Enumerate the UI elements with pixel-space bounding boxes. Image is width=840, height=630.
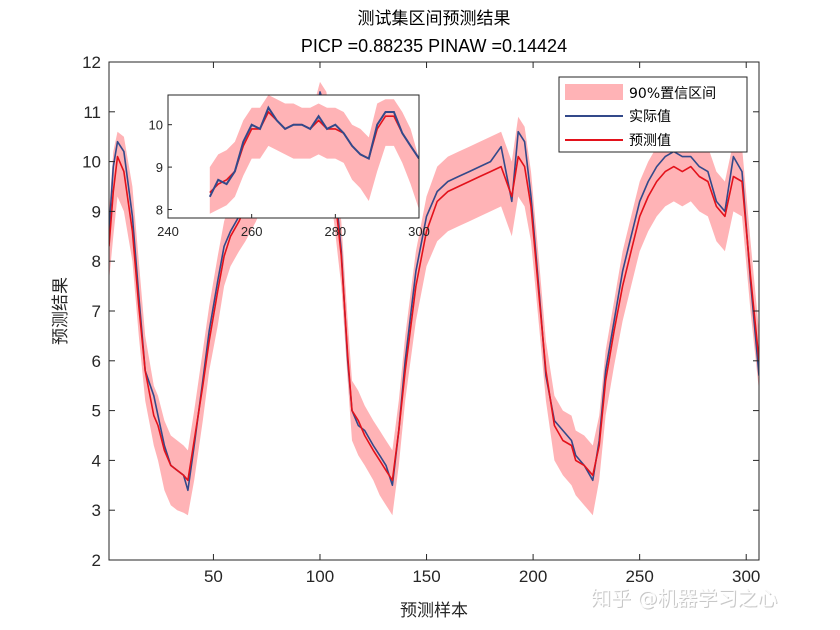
actual-series-line xyxy=(109,91,759,492)
inset-actual-line xyxy=(208,105,419,198)
inset-y-tick-label: 8 xyxy=(156,203,163,218)
y-tick-label: 3 xyxy=(92,501,101,520)
x-tick-label: 250 xyxy=(625,567,653,586)
chart-subtitle: PICP =0.88235 PINAW =0.14424 xyxy=(301,36,567,56)
legend: 90%置信区间 实际值 预测值 xyxy=(558,76,748,153)
x-tick-label: 50 xyxy=(204,567,223,586)
legend-swatch-band xyxy=(565,84,623,100)
predicted-series-line xyxy=(109,116,759,482)
inset-x-tick-label: 260 xyxy=(241,224,263,239)
x-axis-label: 预测样本 xyxy=(400,601,468,621)
y-tick-label: 8 xyxy=(92,252,101,271)
y-tick-label: 10 xyxy=(82,153,101,172)
inset-frame xyxy=(167,94,420,219)
inset-zoom: 240 260 280 300 8 9 10 xyxy=(149,94,430,239)
chart-title: 测试集区间预测结果 xyxy=(358,9,511,29)
x-tick-label: 100 xyxy=(306,567,334,586)
legend-label-predicted: 预测值 xyxy=(629,133,671,149)
y-tick-label: 9 xyxy=(92,202,101,221)
y-tick-label: 2 xyxy=(92,551,101,570)
y-tick-label: 7 xyxy=(92,302,101,321)
x-tick-label: 300 xyxy=(732,567,760,586)
inset-predicted-line xyxy=(209,110,419,194)
x-tick-label: 150 xyxy=(412,567,440,586)
inset-y-axis: 8 9 10 xyxy=(149,118,172,218)
y-tick-label: 5 xyxy=(92,402,101,421)
y-axis-label: 预测结果 xyxy=(51,277,71,345)
x-tick-label: 200 xyxy=(519,567,547,586)
inset-x-tick-label: 240 xyxy=(157,224,179,239)
y-tick-label: 6 xyxy=(92,352,101,371)
inset-x-axis: 240 260 280 300 xyxy=(157,214,430,239)
inset-y-tick-label: 9 xyxy=(156,160,163,175)
y-tick-label: 11 xyxy=(83,103,101,122)
inset-plot-layer xyxy=(208,95,419,214)
legend-label-band: 90%置信区间 xyxy=(629,86,716,102)
y-axis: 2 3 4 5 6 7 8 9 10 11 12 xyxy=(82,53,759,570)
inset-x-tick-label: 280 xyxy=(324,224,346,239)
watermark-shadow: 知乎 @机器学习之心 xyxy=(592,587,778,611)
watermark: 知乎 @机器学习之心 xyxy=(591,586,777,610)
legend-label-actual: 实际值 xyxy=(629,109,671,125)
y-tick-label: 12 xyxy=(82,53,101,72)
inset-y-tick-label: 10 xyxy=(149,118,163,133)
x-axis: 50 100 150 200 250 300 xyxy=(204,62,760,586)
y-tick-label: 4 xyxy=(92,451,101,470)
inset-x-tick-label: 300 xyxy=(408,224,430,239)
